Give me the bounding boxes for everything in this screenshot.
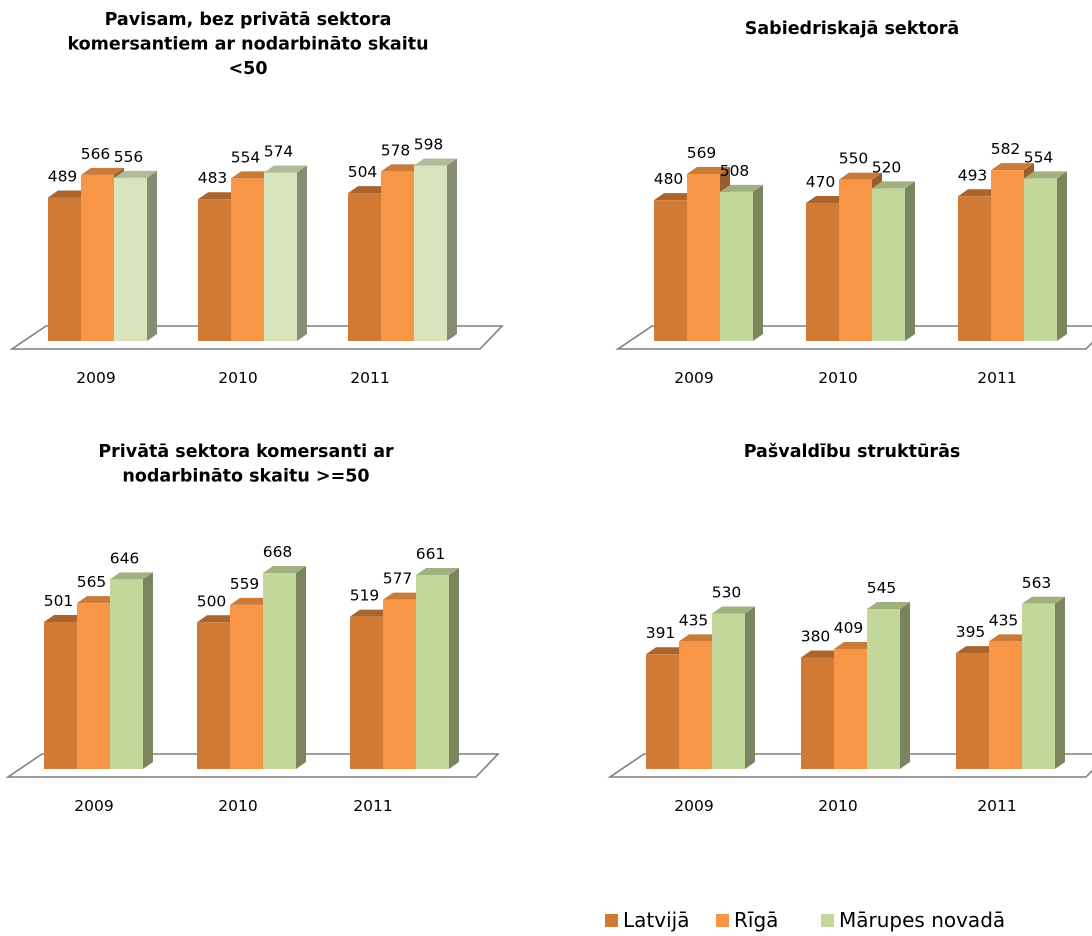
data-label: 554 <box>1024 148 1054 166</box>
data-label: 578 <box>381 141 411 159</box>
data-label: 574 <box>264 143 294 161</box>
bar-2009-3 <box>110 572 153 769</box>
legend-item-3: Mārupes novadā <box>821 908 1005 932</box>
bar-2010-3 <box>263 565 306 769</box>
bar-2010-3 <box>264 165 307 341</box>
x-tick-label: 2009 <box>674 369 713 387</box>
chart-panel-1: Pavisam, bez privātā sektora komersantiem… <box>9 10 504 387</box>
chart-title-line: Privātā sektora komersanti ar <box>98 442 394 462</box>
bar-2009-3 <box>720 184 763 341</box>
x-tick-label: 2010 <box>818 369 857 387</box>
data-label: 508 <box>720 162 750 180</box>
legend-item-2: Rīgā <box>716 908 778 932</box>
data-label: 563 <box>1022 574 1052 592</box>
data-label: 569 <box>687 144 717 162</box>
data-label: 395 <box>956 623 986 641</box>
legend-swatch <box>716 914 729 927</box>
data-label: 582 <box>991 140 1021 158</box>
data-label: 409 <box>834 619 864 637</box>
bar-2011-3 <box>1024 171 1067 341</box>
data-label: 565 <box>77 573 107 591</box>
x-tick-label: 2011 <box>353 797 392 815</box>
bar-2009-3 <box>712 606 755 769</box>
legend-item-1: Latvijā <box>605 908 689 932</box>
data-label: 598 <box>414 135 444 153</box>
data-label: 489 <box>48 167 78 185</box>
data-label: 493 <box>958 166 988 184</box>
data-label: 435 <box>989 611 1019 629</box>
data-label: 556 <box>114 148 144 166</box>
data-label: 380 <box>801 627 831 645</box>
bar-2011-3 <box>414 158 457 341</box>
data-label: 435 <box>679 611 709 629</box>
x-tick-label: 2010 <box>218 369 257 387</box>
data-label: 566 <box>81 145 111 163</box>
data-label: 501 <box>44 592 74 610</box>
legend-label: Mārupes novadā <box>839 908 1005 932</box>
data-label: 554 <box>231 148 261 166</box>
legend-swatch <box>605 914 618 927</box>
chart-title-line: komersantiem ar nodarbināto skaitu <box>67 35 428 55</box>
data-label: 668 <box>263 543 293 561</box>
legend-swatch <box>821 914 834 927</box>
data-label: 480 <box>654 170 684 188</box>
data-label: 545 <box>867 579 897 597</box>
bar-2010-3 <box>872 181 915 341</box>
bar-2009-3 <box>114 170 157 341</box>
chart-title-line: <50 <box>228 59 267 79</box>
data-label: 550 <box>839 150 869 168</box>
data-label: 483 <box>198 169 228 187</box>
data-label: 504 <box>348 163 378 181</box>
x-tick-label: 2011 <box>350 369 389 387</box>
bar-2010-3 <box>867 602 910 769</box>
legend-label: Rīgā <box>734 908 778 932</box>
data-label: 519 <box>350 587 380 605</box>
data-label: 470 <box>806 173 836 191</box>
legend: Latvijā Rīgā Mārupes novadā <box>605 908 1005 932</box>
chart-title-line: Pašvaldību struktūrās <box>744 442 961 462</box>
x-tick-label: 2009 <box>76 369 115 387</box>
legend-label: Latvijā <box>623 908 689 932</box>
bar-2011-3 <box>416 567 459 769</box>
data-label: 391 <box>646 624 676 642</box>
data-label: 559 <box>230 575 260 593</box>
data-label: 520 <box>872 158 902 176</box>
x-tick-label: 2011 <box>977 369 1016 387</box>
data-label: 530 <box>712 583 742 601</box>
chart-title-line: Pavisam, bez privātā sektora <box>105 10 392 30</box>
x-tick-label: 2009 <box>674 797 713 815</box>
bar-2011-3 <box>1022 596 1065 769</box>
data-label: 577 <box>383 570 413 588</box>
x-tick-label: 2011 <box>977 797 1016 815</box>
data-label: 500 <box>197 592 227 610</box>
chart-title-line: Sabiedriskajā sektorā <box>745 19 959 39</box>
chart-panel-3: Privātā sektora komersanti ar nodarbināto… <box>5 442 500 815</box>
x-tick-label: 2009 <box>74 797 113 815</box>
x-tick-label: 2010 <box>218 797 257 815</box>
chart-title-line: nodarbināto skaitu >=50 <box>122 467 369 487</box>
data-label: 661 <box>416 545 446 563</box>
x-tick-label: 2010 <box>818 797 857 815</box>
data-label: 646 <box>110 549 140 567</box>
